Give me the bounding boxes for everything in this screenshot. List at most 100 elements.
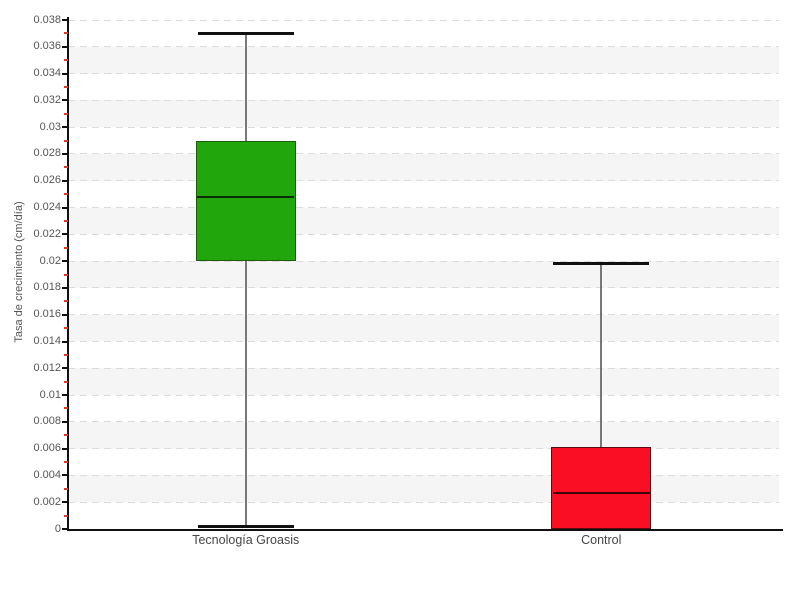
x-category-label-control: Control [581,533,622,547]
y-minor-tick [64,434,68,437]
grid-band [68,207,779,235]
gridline [68,153,779,155]
grid-band [68,180,779,208]
whisker-cap-max-control [553,262,650,266]
grid-band [68,287,779,315]
y-tick [62,501,68,504]
y-tick-label: 0.006 [33,442,61,455]
y-tick [62,340,68,343]
grid-band [68,73,779,101]
gridline [68,73,779,75]
y-minor-tick [64,407,68,410]
y-tick-label: 0 [54,522,61,535]
y-tick-label: 0.02 [39,254,61,267]
y-minor-tick [64,193,68,196]
whisker-cap-max-tecnologia-groasis [197,31,294,35]
gridline [68,260,779,262]
y-tick-label: 0.022 [33,227,61,240]
gridline [68,314,779,316]
x-axis-line [67,529,783,531]
grid-band [68,341,779,369]
y-minor-tick [64,514,68,517]
y-tick [62,45,68,48]
y-tick-label: 0.034 [33,67,61,80]
y-tick [62,367,68,370]
y-minor-tick [64,166,68,169]
y-tick [62,152,68,155]
y-tick [62,19,68,21]
y-minor-tick [64,487,68,490]
y-tick-label: 0.01 [39,388,61,401]
y-tick [62,286,68,289]
grid-band [68,448,779,476]
whisker-lower-tecnologia-groasis [244,261,247,527]
y-tick [62,394,68,397]
y-tick [62,260,68,263]
whisker-upper-control [600,263,603,448]
y-minor-tick [64,380,68,383]
y-tick-label: 0.014 [33,335,61,347]
gridline [68,448,779,450]
gridline [68,367,779,369]
grid-band [68,395,779,422]
y-minor-tick [64,461,68,463]
grid-band [68,100,779,128]
y-axis-title: Tasa de crecimiento (cm/día) [13,201,25,343]
whisker-cap-min-tecnologia-groasis [197,524,294,528]
gridline [68,46,779,48]
y-tick [62,72,68,75]
grid-band [68,153,779,181]
y-minor-tick [64,86,68,88]
grid-band [68,475,779,503]
y-tick-label: 0.002 [33,495,61,508]
y-tick-label: 0.036 [33,40,61,53]
y-minor-tick [64,32,68,35]
y-minor-tick [64,112,68,115]
y-tick-label: 0.018 [33,281,61,294]
y-tick [62,233,68,236]
gridline [68,287,779,289]
y-tick-label: 0.008 [33,415,61,428]
y-tick [62,179,68,182]
y-tick [62,528,68,530]
grid-band [68,368,779,396]
x-category-label-tecnologia-groasis: Tecnología Groasis [192,533,300,547]
grid-band [68,421,779,449]
gridline [68,19,779,21]
y-tick [62,474,68,477]
median-line-control [552,491,650,494]
y-minor-tick [64,139,68,142]
y-minor-tick [64,59,68,62]
y-tick [62,420,68,423]
gridline [68,394,779,396]
y-tick [62,313,68,316]
y-minor-tick [64,327,68,330]
y-tick-label: 0.016 [33,308,61,321]
box-tecnologia-groasis [195,140,296,262]
y-tick-label: 0.028 [33,147,61,160]
grid-band [68,261,779,288]
gridline [68,126,779,128]
gridline [68,341,779,342]
y-tick-label: 0.012 [33,361,61,374]
gridline [68,180,779,182]
gridline [68,233,779,235]
y-tick-label: 0.032 [33,93,61,106]
grid-band [68,20,779,47]
y-minor-tick [64,246,68,249]
y-tick-label: 0.026 [33,174,61,187]
y-axis-line [67,17,69,531]
grid-band [68,314,779,342]
median-line-tecnologia-groasis [197,195,295,198]
grid-band [68,502,779,529]
y-minor-tick [64,219,68,222]
y-tick [62,99,68,102]
y-tick [62,447,68,450]
gridline [68,207,779,208]
box-control [551,447,652,529]
gridline [68,99,779,101]
y-minor-tick [64,273,68,276]
y-minor-tick [64,300,68,303]
y-tick-label: 0.004 [33,468,61,481]
